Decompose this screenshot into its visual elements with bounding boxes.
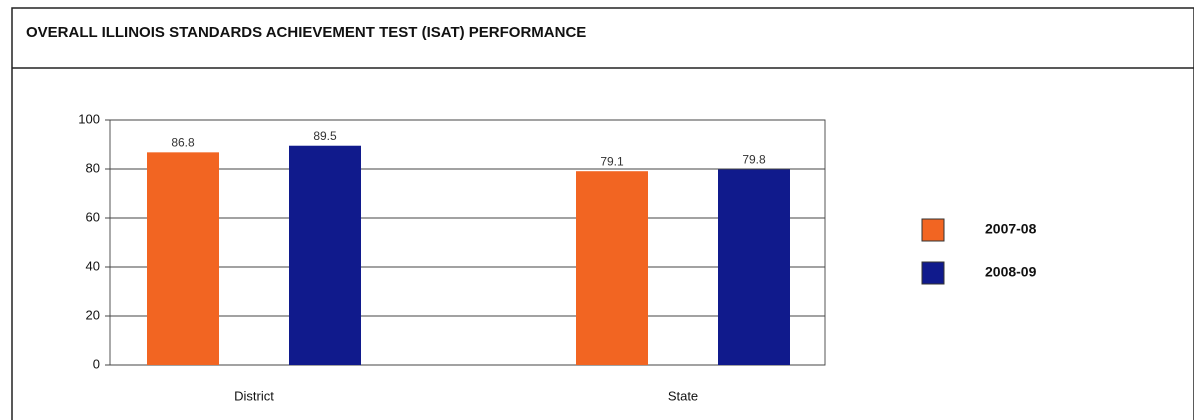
value-label: 79.1: [600, 154, 624, 168]
frame: [11, 7, 1194, 420]
y-tick-label: 100: [78, 111, 100, 126]
legend-swatch: [921, 261, 945, 285]
legend-label: 2008-09: [985, 264, 1037, 280]
x-tick-label: State: [668, 388, 698, 403]
bar: [576, 171, 648, 365]
chart-title: OVERALL ILLINOIS STANDARDS ACHIEVEMENT T…: [26, 24, 586, 41]
y-tick-label: 20: [86, 307, 100, 322]
value-label: 89.5: [313, 129, 337, 143]
y-tick-label: 80: [86, 160, 100, 175]
y-tick-label: 40: [86, 258, 100, 273]
bar: [147, 152, 219, 365]
value-label: 79.8: [742, 153, 766, 167]
legend-label: 2007-08: [985, 221, 1037, 237]
x-tick-label: District: [234, 388, 274, 403]
y-tick-label: 0: [93, 356, 100, 371]
bar: [289, 145, 361, 365]
bar: [718, 169, 790, 365]
value-label: 86.8: [171, 136, 195, 150]
legend-swatch: [921, 218, 945, 242]
y-tick-label: 60: [86, 209, 100, 224]
